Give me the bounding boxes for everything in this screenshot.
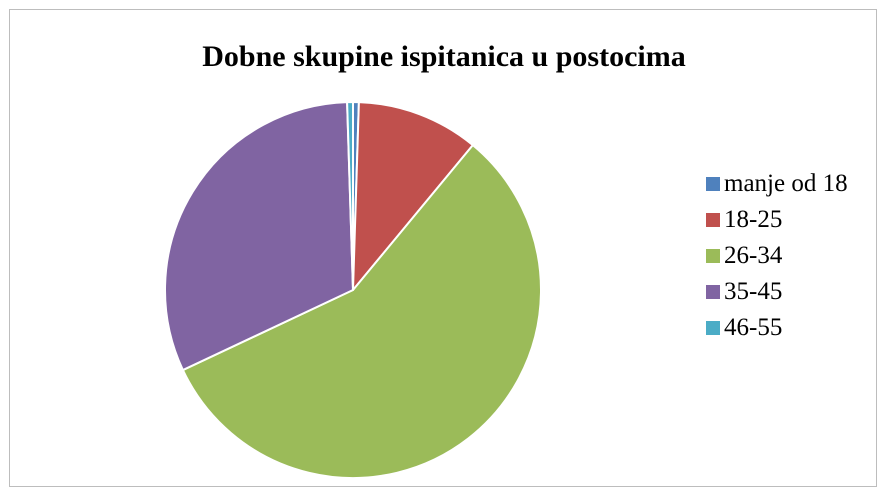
legend-item: manje od 18 xyxy=(706,166,848,202)
legend-item: 46-55 xyxy=(706,310,848,346)
pie-slice-46-55 xyxy=(346,100,354,291)
pie-slice-18-25 xyxy=(351,101,475,293)
legend-item: 18-25 xyxy=(706,202,848,238)
legend-label: 35-45 xyxy=(724,278,783,305)
chart-title: Dobne skupine ispitanica u postocima xyxy=(202,40,686,73)
pie-slice-35-45 xyxy=(164,101,355,372)
legend-swatch xyxy=(706,285,720,299)
legend-swatch xyxy=(706,321,720,335)
legend-swatch xyxy=(706,177,720,191)
legend-label: 26-34 xyxy=(724,242,783,269)
legend-item: 26-34 xyxy=(706,238,848,274)
pie-slice-26-34 xyxy=(181,143,542,479)
legend-label: manje od 18 xyxy=(724,170,848,197)
legend-label: 46-55 xyxy=(724,314,783,341)
legend: manje od 18 18-25 26-34 35-45 46-55 xyxy=(706,166,848,346)
legend-item: 35-45 xyxy=(706,274,848,310)
legend-swatch xyxy=(706,249,720,263)
legend-swatch xyxy=(706,213,720,227)
legend-label: 18-25 xyxy=(724,206,783,233)
